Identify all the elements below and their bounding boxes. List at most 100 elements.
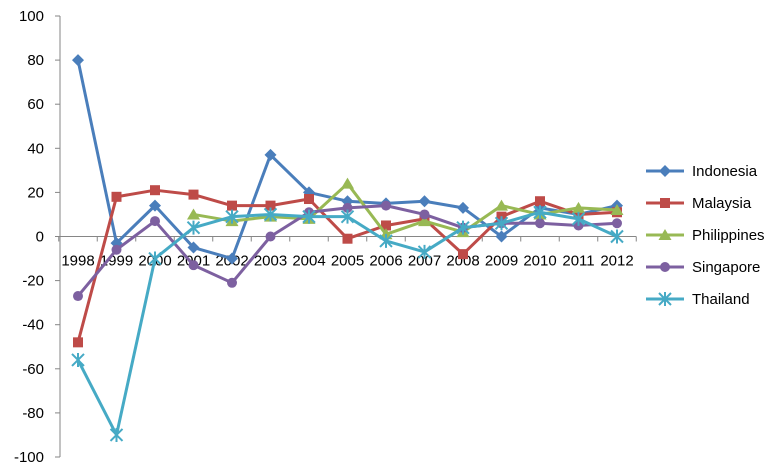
data-point-malaysia xyxy=(73,337,83,348)
legend-label: Philippines xyxy=(692,227,765,244)
x-tick-label: 2006 xyxy=(369,253,402,270)
data-point-thailand xyxy=(148,251,162,266)
legend: Indonesia Malaysia Philippines Singapore Tha… xyxy=(646,163,765,308)
data-point-thailand xyxy=(263,207,278,222)
y-tick-label: -40 xyxy=(22,317,44,334)
data-point-philippines xyxy=(495,199,508,211)
data-point-malaysia xyxy=(111,191,122,202)
data-point-thailand xyxy=(610,229,624,244)
data-point-thailand xyxy=(456,220,470,235)
data-point-singapore xyxy=(265,231,276,242)
data-point-malaysia xyxy=(381,220,391,231)
data-point-malaysia xyxy=(342,233,353,244)
y-axis-tick-labels: 100 80 60 40 20 0 -20 -40 -60 -80 -100 xyxy=(14,8,44,465)
data-point-indonesia xyxy=(264,148,277,161)
data-point-malaysia xyxy=(188,189,199,200)
y-tick-label: 40 xyxy=(27,140,44,157)
data-point-thailand xyxy=(340,209,355,224)
data-point-thailand xyxy=(379,233,393,248)
data-point-singapore xyxy=(535,218,545,229)
series-line-indonesia xyxy=(76,59,618,261)
series-group xyxy=(71,54,624,442)
data-point-thailand xyxy=(109,427,124,442)
x-tick-label: 1998 xyxy=(61,253,94,270)
x-tick-label: 2003 xyxy=(254,253,287,270)
data-point-indonesia xyxy=(187,241,200,254)
data-point-thailand xyxy=(225,209,239,224)
data-point-indonesia xyxy=(226,252,238,265)
data-point-malaysia xyxy=(535,196,545,207)
data-point-malaysia xyxy=(265,200,276,211)
y-tick-label: -100 xyxy=(14,449,44,465)
data-point-singapore xyxy=(73,291,83,302)
data-point-singapore xyxy=(381,200,391,211)
y-tick-label: -80 xyxy=(22,405,44,422)
data-point-thailand xyxy=(302,209,316,224)
legend-marker xyxy=(660,198,670,208)
data-point-malaysia xyxy=(150,185,160,196)
x-tick-label: 2009 xyxy=(485,253,518,270)
data-point-singapore xyxy=(612,218,622,229)
data-point-philippines xyxy=(341,177,354,189)
series-line-thailand xyxy=(76,210,618,437)
data-point-singapore xyxy=(419,209,430,220)
data-point-philippines xyxy=(418,215,431,227)
y-tick-label: 60 xyxy=(27,96,44,113)
legend-label: Malaysia xyxy=(692,195,752,212)
legend-item-indonesia: Indonesia xyxy=(646,163,758,180)
y-tick-label: 20 xyxy=(27,184,44,201)
chart-axes xyxy=(55,15,637,458)
series-singapore xyxy=(73,200,622,302)
y-tick-label: 100 xyxy=(19,8,44,25)
data-point-malaysia xyxy=(227,200,237,211)
x-tick-label: 1999 xyxy=(100,253,133,270)
legend-item-singapore: Singapore xyxy=(646,259,760,276)
legend-marker xyxy=(660,262,670,272)
x-tick-label: 2007 xyxy=(408,253,441,270)
x-tick-label: 2005 xyxy=(331,253,364,270)
legend-item-philippines: Philippines xyxy=(646,227,765,244)
x-tick-label: 2010 xyxy=(523,253,556,270)
data-point-philippines xyxy=(572,201,585,213)
x-tick-label: 2011 xyxy=(562,253,594,270)
data-point-thailand xyxy=(533,205,547,220)
data-point-thailand xyxy=(571,211,586,226)
x-tick-label: 2008 xyxy=(446,253,479,270)
data-point-indonesia xyxy=(72,54,84,67)
data-point-singapore xyxy=(227,277,237,288)
legend-item-thailand: Thailand xyxy=(646,291,750,308)
legend-marker xyxy=(658,229,672,240)
y-tick-label: -60 xyxy=(22,361,44,378)
data-point-indonesia xyxy=(149,199,161,212)
data-point-thailand xyxy=(71,352,85,367)
series-thailand xyxy=(71,205,624,442)
x-axis-tick-labels: 1998199920002001200220032004200520062007… xyxy=(61,253,633,270)
data-point-singapore xyxy=(188,260,199,271)
data-point-singapore xyxy=(111,244,122,255)
data-point-indonesia xyxy=(418,195,431,208)
legend-item-malaysia: Malaysia xyxy=(646,195,752,212)
y-tick-label: 80 xyxy=(27,52,44,69)
legend-label: Singapore xyxy=(692,259,760,276)
x-tick-label: 2012 xyxy=(600,253,633,270)
data-point-indonesia xyxy=(495,230,508,243)
data-point-philippines xyxy=(610,204,624,216)
data-point-indonesia xyxy=(457,201,469,214)
x-tick-label: 2004 xyxy=(292,253,325,270)
data-point-philippines xyxy=(187,208,200,220)
data-point-malaysia xyxy=(458,249,468,260)
data-point-thailand xyxy=(417,244,432,259)
data-point-thailand xyxy=(494,216,509,231)
data-point-malaysia xyxy=(304,194,314,205)
y-tick-label: 0 xyxy=(36,229,44,246)
data-point-singapore xyxy=(342,202,353,213)
data-point-thailand xyxy=(186,220,201,235)
legend-marker xyxy=(659,165,671,177)
series-indonesia xyxy=(72,54,623,265)
legend-marker xyxy=(658,292,672,306)
data-point-singapore xyxy=(150,216,160,227)
legend-label: Thailand xyxy=(692,291,750,308)
y-tick-label: -20 xyxy=(22,273,44,290)
legend-label: Indonesia xyxy=(692,163,758,180)
